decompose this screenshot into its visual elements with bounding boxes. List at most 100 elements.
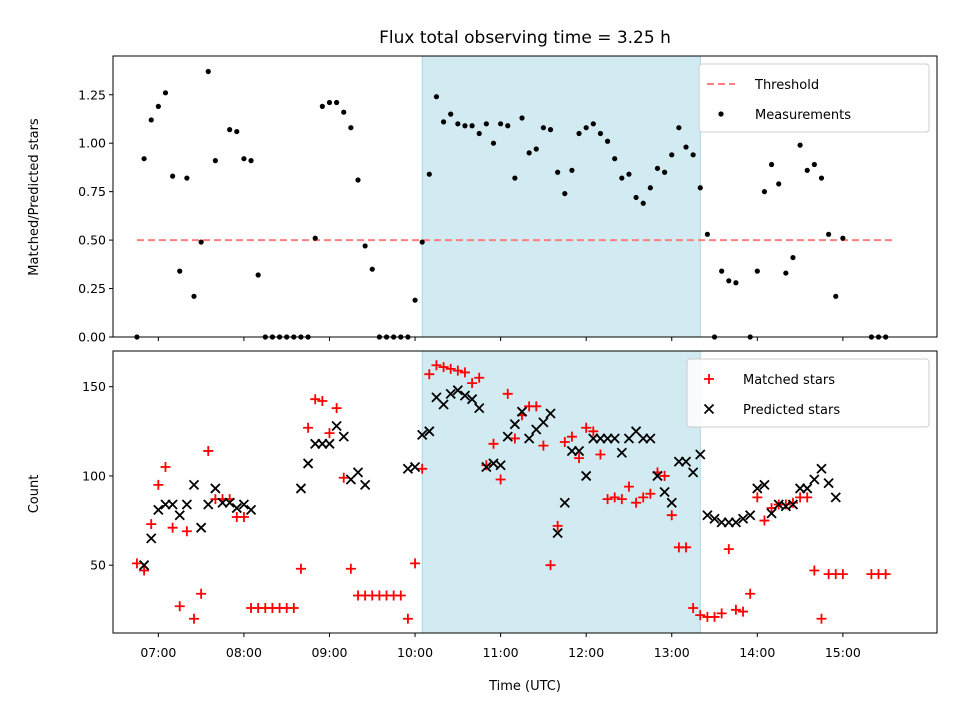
measurement-point [476, 130, 482, 137]
predicted-star-point [787, 499, 799, 510]
predicted-star-point [659, 486, 670, 498]
x-tick-label: 10:00 [397, 645, 433, 660]
measurement-point [440, 119, 447, 125]
predicted-star-point [167, 499, 178, 510]
predicted-star-point [445, 388, 456, 399]
predicted-star-point [695, 449, 706, 460]
predicted-star-point [737, 513, 749, 524]
measurement-point [733, 280, 739, 286]
measurement-point [562, 190, 568, 197]
x-tick-label: 08:00 [226, 645, 262, 660]
measurement-point [783, 270, 789, 276]
top-y-tick-label: 0.50 [78, 233, 106, 248]
measurement-point [155, 103, 161, 109]
measurement-point [619, 175, 625, 181]
measurement-point [604, 138, 611, 144]
predicted-star-point [452, 385, 463, 396]
measurement-point [797, 142, 803, 148]
matched-star-point [538, 440, 549, 451]
measurement-point [690, 152, 696, 158]
predicted-star-point [666, 497, 677, 508]
predicted-star-point [238, 499, 250, 510]
predicted-star-point [552, 527, 563, 539]
matched-star-point [695, 610, 706, 621]
measurement-point [319, 103, 325, 109]
predicted-star-point [409, 461, 421, 473]
predicted-star-point [481, 461, 492, 473]
matched-star-point [459, 367, 470, 378]
measurement-point [326, 99, 333, 106]
measurement-point [626, 171, 632, 177]
matched-star-point [581, 422, 592, 433]
matched-star-point [666, 510, 677, 521]
predicted-star-point [195, 522, 207, 533]
matched-star-point [345, 563, 356, 574]
measurement-point [683, 144, 689, 150]
matched-star-point [595, 449, 606, 460]
matched-star-point [417, 463, 428, 474]
predicted-star-point [417, 429, 428, 441]
matched-star-point [709, 611, 720, 622]
matched-star-point [452, 365, 463, 376]
top-observing-window [421, 55, 701, 338]
measurement-point [654, 165, 661, 171]
measurement-point [505, 123, 511, 129]
measurement-point [455, 121, 461, 127]
matched-star-point [545, 560, 556, 571]
measurement-point [490, 140, 497, 146]
bottom-panel: 50 100 150 07:00 08:00 09:00 10:00 11:00 12:00 13… [82, 350, 938, 660]
bottom-y-tick-label: 50 [90, 558, 106, 573]
predicted-star-point [502, 431, 513, 442]
matched-star-point [131, 558, 142, 569]
matched-star-point [880, 569, 891, 580]
predicted-star-point [766, 508, 777, 519]
x-tick-label: 11:00 [483, 645, 519, 660]
predicted-star-point [702, 510, 713, 521]
measurement-point [662, 169, 668, 175]
top-y-tick-label: 1.25 [78, 87, 106, 102]
measurement-point [205, 68, 211, 75]
matched-star-point [303, 422, 314, 433]
matched-star-point [638, 492, 649, 503]
predicted-star-point [474, 402, 485, 414]
matched-star-point [502, 388, 513, 399]
predicted-star-point [295, 483, 307, 494]
measurement-point [754, 268, 760, 274]
predicted-star-point [138, 560, 150, 571]
predicted-star-point [688, 467, 699, 478]
predicted-star-point [245, 504, 257, 515]
measurement-point [776, 181, 782, 187]
top-y-tick-label: 0.75 [78, 184, 106, 199]
predicted-star-point [459, 390, 471, 401]
predicted-star-point [516, 406, 528, 417]
matched-star-point [495, 474, 506, 485]
measurement-point [547, 127, 554, 133]
legend-matched-swatch [704, 374, 714, 384]
predicted-star-point [188, 479, 200, 490]
legend-label: Matched stars [743, 373, 835, 388]
legend-label: Predicted stars [743, 403, 840, 418]
measurement-point [248, 158, 254, 164]
measurement-point [462, 123, 468, 129]
measurement-point [498, 121, 504, 127]
matched-star-point [745, 588, 756, 599]
measurement-point [533, 146, 539, 152]
legend-label: Threshold [754, 78, 819, 93]
measurement-point [234, 128, 240, 135]
predicted-star-point [203, 499, 214, 510]
matched-star-point [716, 608, 727, 619]
predicted-star-point [302, 458, 314, 469]
matched-star-point [445, 363, 456, 374]
measurement-point [483, 121, 489, 127]
matched-star-point [588, 426, 599, 437]
matched-star-point [160, 462, 171, 473]
measurement-point [469, 123, 475, 129]
x-tick-label: 07:00 [140, 645, 176, 660]
matched-star-point [659, 470, 670, 481]
predicted-star-point [745, 510, 756, 521]
top-panel: 0.00 0.25 0.50 0.75 1.00 1.25 Threshold Measure… [78, 55, 938, 345]
matched-star-point [402, 613, 413, 624]
measurement-point [583, 125, 589, 131]
predicted-star-point [331, 420, 342, 432]
